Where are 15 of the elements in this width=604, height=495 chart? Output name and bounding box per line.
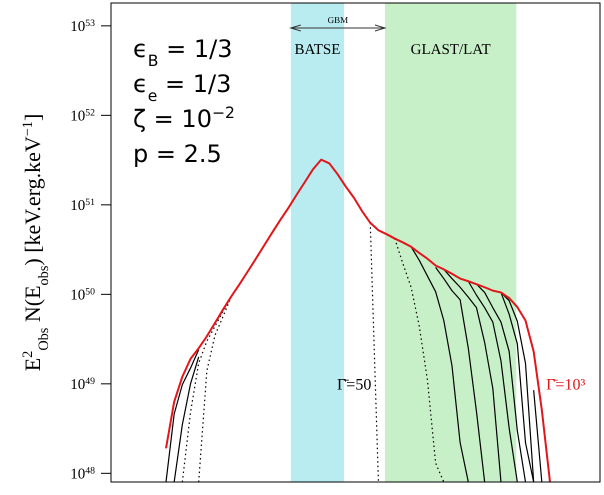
annotation: ζ = 10$^{−2}$: [133, 104, 235, 133]
y-tick-label: 10$^{50}$: [70, 286, 96, 304]
annotation: GLAST/LAT: [410, 42, 491, 58]
annotation: BATSE: [294, 42, 340, 58]
y-tick-label: 10$^{48}$: [70, 465, 96, 483]
series-label: Γ̄=50: [337, 376, 372, 394]
annotation: ϵ$_{e}$ = 1/3: [133, 70, 232, 105]
y-tick-label: 10$^{52}$: [70, 107, 96, 125]
annotation: p = 2.5: [133, 140, 222, 168]
y-tick-label: 10$^{49}$: [70, 376, 96, 394]
series-label: Γ̄=10³: [546, 376, 586, 394]
annotation: GBM: [328, 15, 348, 25]
annotation: ϵ$_{B}$ = 1/3: [133, 35, 232, 70]
y-tick-label: 10$^{53}$: [70, 18, 96, 36]
y-tick-label: 10$^{51}$: [70, 196, 96, 214]
